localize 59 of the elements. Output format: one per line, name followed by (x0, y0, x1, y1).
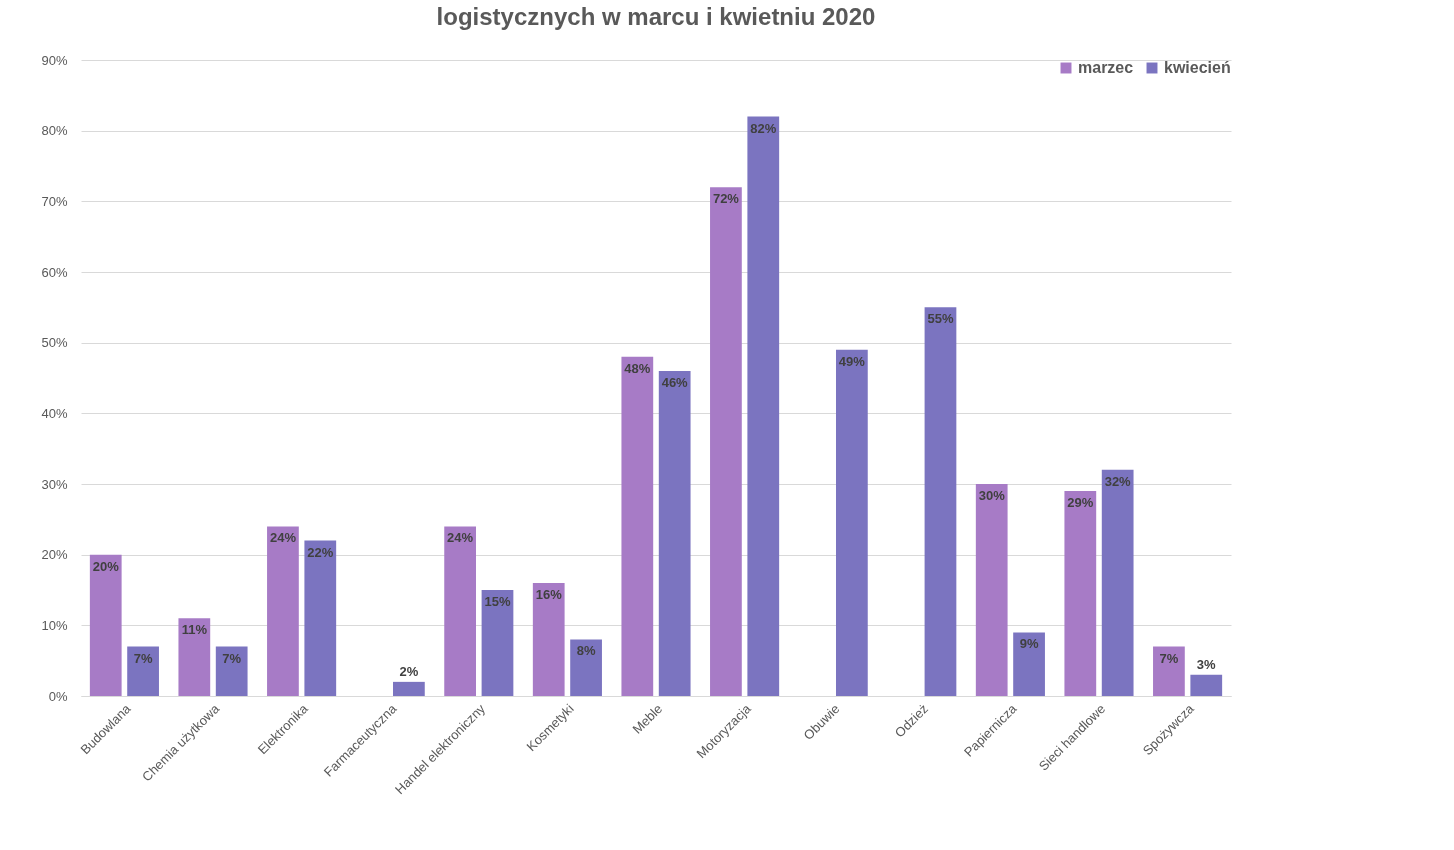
data-label: 16% (535, 586, 563, 602)
data-label: 7% (1159, 650, 1179, 666)
data-label: 24% (447, 530, 474, 546)
data-label: 3% (1196, 656, 1217, 672)
bar (532, 582, 565, 696)
bar (1064, 491, 1097, 696)
bar (481, 590, 514, 696)
y-tick-label: 90% (41, 52, 68, 68)
data-label: 49% (838, 353, 866, 369)
bar (127, 646, 159, 696)
data-label: 7% (133, 650, 153, 666)
data-label: 32% (1104, 473, 1132, 489)
data-label: 15% (484, 594, 511, 609)
bar (267, 526, 299, 696)
data-label: 20% (92, 558, 120, 574)
bar (89, 554, 122, 696)
data-label: 24% (269, 530, 297, 546)
data-label: 72% (712, 191, 740, 207)
data-label: 7% (222, 650, 242, 666)
y-tick-label: 70% (41, 193, 68, 209)
bar (975, 484, 1008, 696)
bar (1013, 632, 1045, 696)
data-label: 29% (1067, 495, 1094, 511)
bar (1153, 646, 1185, 696)
data-label: 8% (576, 643, 596, 659)
y-tick-label: 10% (41, 617, 68, 633)
bar (658, 370, 691, 696)
y-tick-label: 80% (41, 123, 68, 139)
data-label: 22% (307, 544, 334, 560)
data-label: 2% (399, 663, 419, 679)
data-label: 82% (750, 120, 777, 136)
bar (304, 540, 337, 696)
legend-label: kwiecień (1164, 59, 1231, 76)
y-tick-label: 0% (48, 688, 68, 704)
bar (215, 646, 248, 696)
legend-label: marzec (1078, 59, 1134, 76)
bar (621, 356, 654, 696)
data-label: 11% (181, 622, 208, 638)
data-label: 48% (624, 360, 651, 376)
y-tick-label: 60% (41, 264, 68, 280)
bar (710, 187, 742, 696)
bar (924, 307, 957, 696)
bar (570, 639, 602, 696)
data-label: 46% (661, 374, 689, 390)
data-label: 55% (927, 311, 954, 327)
bar (1190, 674, 1223, 696)
data-label: 9% (1019, 636, 1039, 652)
y-tick-label: 50% (41, 335, 68, 351)
bar (393, 681, 425, 696)
data-label: 30% (978, 488, 1006, 503)
bar (444, 526, 476, 696)
chart-title: logistycznych w marcu i kwietniu 2020 (436, 3, 876, 30)
bar (836, 349, 868, 696)
bar (747, 116, 780, 696)
y-tick-label: 30% (41, 476, 68, 492)
y-tick-label: 40% (41, 405, 68, 421)
bar (178, 618, 211, 696)
y-tick-label: 20% (41, 547, 68, 563)
bar (1101, 469, 1134, 696)
